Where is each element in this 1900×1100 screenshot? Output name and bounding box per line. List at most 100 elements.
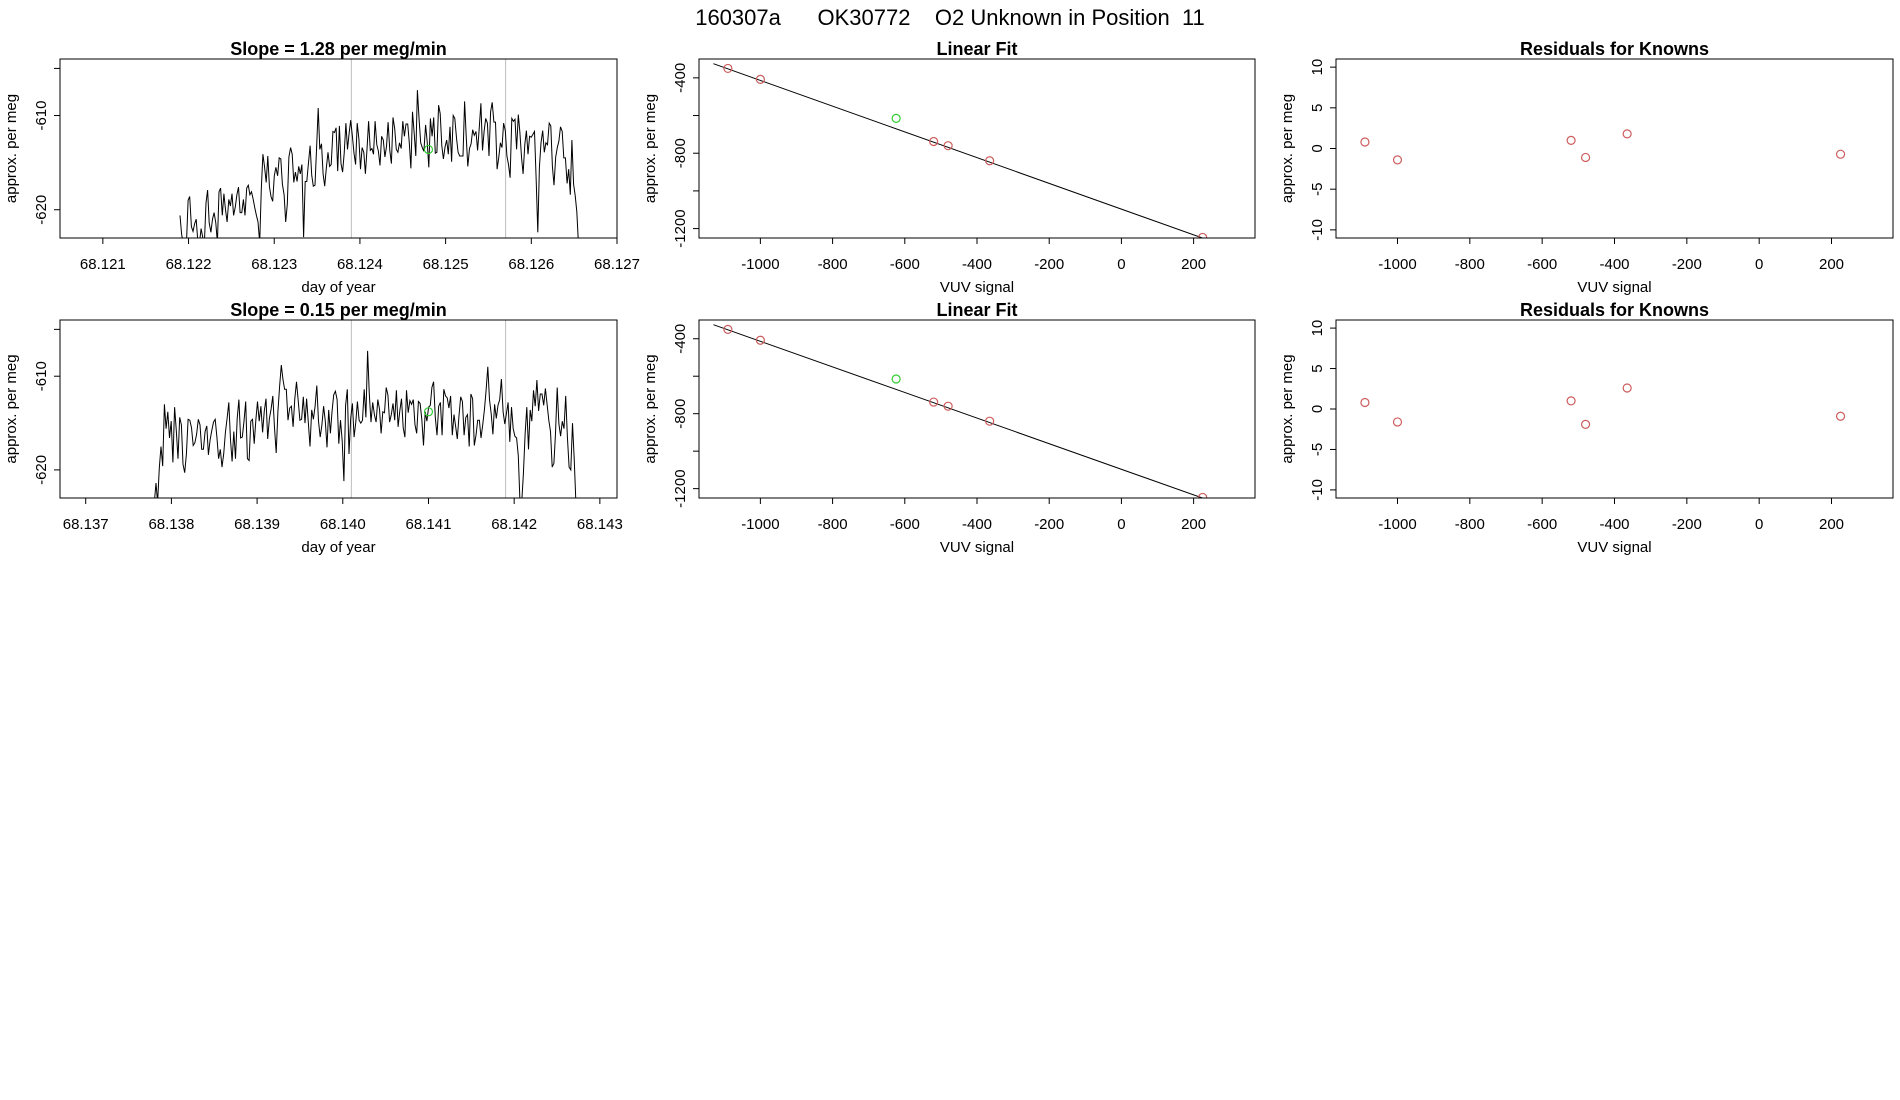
- plot-frame: [1335, 58, 1894, 239]
- known-point: [755, 74, 765, 84]
- known-point: [1580, 419, 1591, 429]
- trace2-panel: Slope = 0.15 per meg/min day of year appro…: [3, 300, 623, 556]
- x-tick-label: 68.143: [577, 516, 623, 533]
- known-point: [723, 63, 733, 74]
- known-point: [1392, 417, 1403, 427]
- x-tick-label: 0: [1117, 256, 1125, 273]
- x-tick-label: -400: [962, 516, 992, 533]
- y-axis-label: approx. per meg: [1279, 354, 1296, 463]
- x-tick-label: 68.141: [406, 516, 452, 533]
- x-tick-label: -400: [962, 256, 992, 273]
- plot-frame: [1335, 319, 1894, 499]
- fit-line: [713, 324, 1204, 498]
- y-axis-label: approx. per meg: [642, 354, 659, 463]
- x-tick-label: -600: [890, 256, 920, 273]
- x-tick-label: -200: [1672, 516, 1702, 533]
- y-tick-label: 5: [1309, 364, 1326, 372]
- x-tick-label: -1000: [1378, 516, 1416, 533]
- y-tick-label: 0: [1309, 405, 1326, 413]
- x-axis-label: VUV signal: [940, 539, 1014, 556]
- panel-title: Residuals for Knowns: [1520, 300, 1709, 320]
- x-tick-label: -200: [1034, 516, 1064, 533]
- y-tick-label: -610: [33, 361, 50, 391]
- x-tick-label: -1000: [741, 256, 779, 273]
- x-tick-label: 68.142: [491, 516, 537, 533]
- known-point: [1566, 135, 1576, 145]
- y-tick-label: 10: [1309, 320, 1326, 337]
- x-tick-label: 68.138: [148, 516, 194, 533]
- x-tick-label: 68.123: [251, 256, 297, 273]
- unknown-point: [891, 374, 901, 384]
- x-tick-label: -800: [1455, 516, 1485, 533]
- known-point: [1580, 152, 1591, 163]
- plot-area: [1360, 129, 1846, 165]
- plot-area: [154, 320, 577, 498]
- panel-title: Linear Fit: [936, 300, 1017, 320]
- y-tick-label: -5: [1309, 183, 1326, 196]
- y-tick-label: 5: [1309, 104, 1326, 112]
- y-tick-label: 0: [1309, 144, 1326, 152]
- x-axis-label: VUV signal: [1577, 279, 1651, 296]
- known-point: [943, 401, 953, 411]
- fit-line: [713, 63, 1204, 238]
- trace-series-line: [179, 90, 579, 238]
- y-tick-label: -400: [672, 324, 689, 354]
- x-tick-label: -800: [818, 516, 848, 533]
- x-tick-label: -200: [1672, 256, 1702, 273]
- known-point: [943, 141, 953, 151]
- x-tick-label: -600: [890, 516, 920, 533]
- x-axis-label: day of year: [301, 279, 375, 296]
- x-tick-label: -800: [1455, 256, 1485, 273]
- y-tick-label: -620: [33, 195, 50, 225]
- y-axis-label: approx. per meg: [642, 94, 659, 203]
- plot-frame: [698, 319, 1256, 499]
- x-tick-label: 68.121: [80, 256, 126, 273]
- x-tick-label: -600: [1527, 516, 1557, 533]
- trace-series-line: [154, 350, 577, 498]
- trace1-panel: Slope = 1.28 per meg/min day of year appro…: [3, 39, 640, 296]
- x-tick-label: 68.139: [234, 516, 280, 533]
- x-tick-label: 200: [1819, 256, 1844, 273]
- fit1-panel: Linear Fit VUV signal approx. per meg -1000…: [642, 39, 1256, 296]
- known-point: [929, 397, 939, 407]
- x-tick-label: 68.137: [63, 516, 109, 533]
- x-tick-label: 200: [1181, 256, 1206, 273]
- x-axis-label: VUV signal: [940, 279, 1014, 296]
- y-tick-label: -400: [672, 63, 689, 93]
- panel-title: Slope = 1.28 per meg/min: [230, 39, 447, 59]
- x-tick-label: -200: [1034, 256, 1064, 273]
- plot-frame: [698, 58, 1256, 239]
- resid2-panel: Residuals for Knowns VUV signal approx. pe…: [1279, 300, 1894, 556]
- y-tick-label: -620: [33, 455, 50, 485]
- y-tick-label: -1200: [672, 469, 689, 507]
- plot-area: [179, 59, 579, 238]
- x-tick-label: 0: [1117, 516, 1125, 533]
- x-tick-label: 68.124: [337, 256, 383, 273]
- y-axis-label: approx. per meg: [3, 94, 20, 203]
- known-point: [985, 156, 995, 166]
- known-point: [1392, 155, 1403, 165]
- x-tick-label: -800: [818, 256, 848, 273]
- y-tick-label: -610: [33, 101, 50, 131]
- known-point: [1622, 129, 1632, 139]
- unknown-point: [423, 144, 434, 155]
- y-tick-label: 10: [1309, 59, 1326, 76]
- x-tick-label: 200: [1181, 516, 1206, 533]
- known-point: [1198, 492, 1208, 498]
- known-point: [1360, 137, 1370, 147]
- x-tick-label: 68.127: [594, 256, 640, 273]
- x-tick-label: 200: [1819, 516, 1844, 533]
- y-tick-label: -1200: [672, 209, 689, 247]
- x-axis-label: day of year: [301, 539, 375, 556]
- unknown-point: [423, 407, 434, 417]
- x-tick-label: -400: [1599, 516, 1629, 533]
- panels: Slope = 1.28 per meg/min day of year appro…: [3, 39, 1894, 556]
- x-tick-label: -1000: [1378, 256, 1416, 273]
- y-tick-label: -10: [1309, 479, 1326, 501]
- plot-area: [1360, 383, 1846, 429]
- known-point: [929, 136, 939, 147]
- resid1-panel: Residuals for Knowns VUV signal approx. pe…: [1279, 39, 1894, 296]
- y-tick-label: -800: [672, 399, 689, 429]
- plot-frame: [59, 319, 618, 499]
